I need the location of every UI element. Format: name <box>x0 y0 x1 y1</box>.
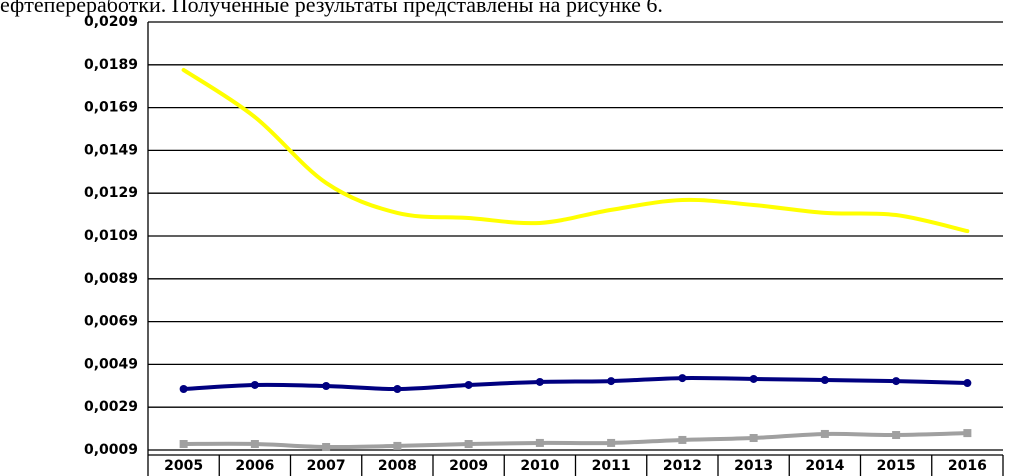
y-tick-label: 0,0149 <box>84 142 138 158</box>
point-marker <box>963 429 972 438</box>
x-tick-label: 2008 <box>378 458 417 474</box>
y-tick-label: 0,0069 <box>84 314 138 330</box>
point-marker <box>464 440 473 449</box>
y-tick-label: 0,0089 <box>84 271 138 287</box>
point-marker <box>607 377 616 386</box>
point-marker <box>535 377 544 386</box>
y-tick-label: 0,0209 <box>84 14 138 30</box>
point-marker <box>820 429 829 438</box>
point-marker <box>179 385 188 394</box>
y-tick-label: 0,0049 <box>84 356 138 372</box>
x-tick-label: 2011 <box>592 458 631 474</box>
point-marker <box>749 374 758 383</box>
point-marker <box>179 440 188 449</box>
point-marker <box>464 380 473 389</box>
point-marker <box>535 438 544 447</box>
point-marker <box>322 382 331 391</box>
point-marker <box>322 443 331 452</box>
x-tick-label: 2006 <box>235 458 274 474</box>
point-marker <box>892 431 901 440</box>
point-marker <box>963 379 972 388</box>
y-tick-label: 0,0029 <box>84 399 138 415</box>
point-marker <box>678 435 687 444</box>
point-marker <box>607 438 616 447</box>
y-tick-label: 0,0129 <box>84 185 138 201</box>
x-tick-label: 2016 <box>948 458 987 474</box>
point-marker <box>250 440 259 449</box>
point-marker <box>393 385 402 394</box>
series-line <box>181 376 970 392</box>
x-tick-label: 2007 <box>307 458 346 474</box>
point-marker <box>678 374 687 383</box>
x-tick-label: 2010 <box>520 458 559 474</box>
y-tick-label: 0,0009 <box>84 442 138 458</box>
point-marker <box>393 441 402 450</box>
caption-text: ефтепереработки. Полученные результаты п… <box>0 0 663 17</box>
point-marker <box>250 380 259 389</box>
point-marker <box>749 434 758 443</box>
x-tick-label: 2014 <box>805 458 844 474</box>
y-tick-label: 0,0189 <box>84 57 138 73</box>
series-line <box>181 431 970 450</box>
point-marker <box>820 376 829 385</box>
y-tick-label: 0,0109 <box>84 228 138 244</box>
y-tick-label: 0,0169 <box>84 100 138 116</box>
series-line <box>181 67 970 234</box>
x-tick-label: 2013 <box>734 458 773 474</box>
x-tick-label: 2015 <box>877 458 916 474</box>
point-marker <box>892 377 901 386</box>
x-tick-label: 2005 <box>164 458 203 474</box>
x-tick-label: 2012 <box>663 458 702 474</box>
x-tick-label: 2009 <box>449 458 488 474</box>
